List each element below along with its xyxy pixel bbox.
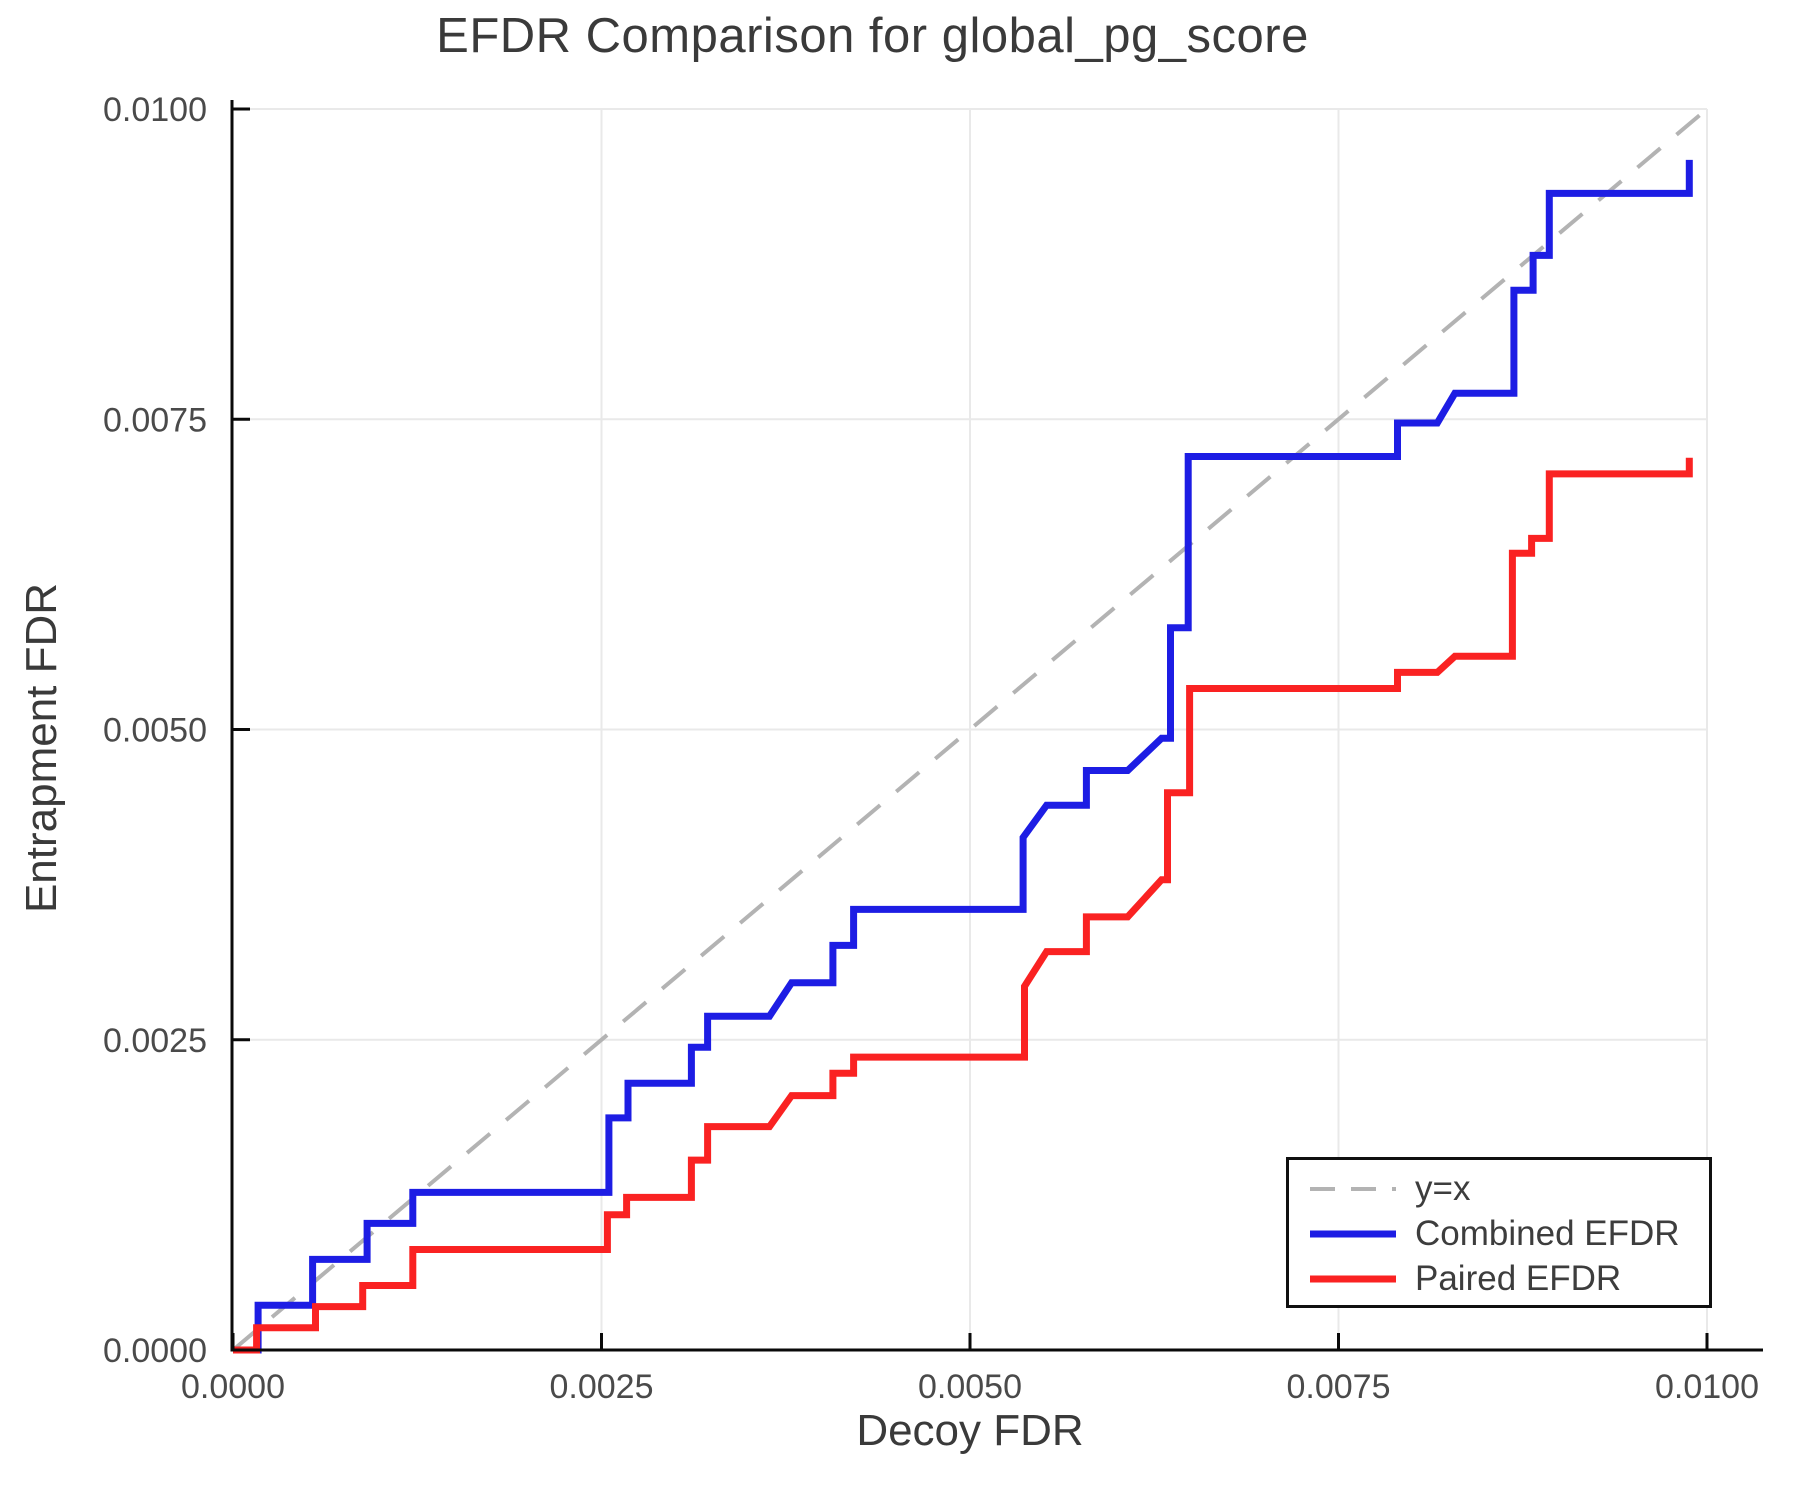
legend-label-yx: y=x — [1415, 1168, 1471, 1208]
y-tick-label: 0.0100 — [103, 91, 207, 129]
legend-dashed-line-icon — [1310, 1186, 1396, 1191]
legend-entry-paired-efdr: Paired EFDR — [1307, 1256, 1709, 1301]
series-line-paired-efdr — [233, 457, 1693, 1354]
legend-blue-line-icon — [1310, 1230, 1396, 1237]
y-tick-label: 0.0050 — [103, 712, 207, 750]
legend-label-paired-efdr: Paired EFDR — [1415, 1258, 1622, 1298]
x-tick-label: 0.0025 — [550, 1368, 654, 1406]
legend-red-line-icon — [1310, 1275, 1396, 1282]
x-axis-title: Decoy FDR — [856, 1406, 1084, 1455]
x-tick-label: 0.0100 — [1655, 1368, 1759, 1406]
chart-title: EFDR Comparison for global_pg_score — [436, 9, 1309, 63]
x-tick-label: 0.0075 — [1287, 1368, 1391, 1406]
series-line-y-x — [231, 107, 1709, 1352]
y-tick-label: 0.0025 — [103, 1022, 207, 1060]
y-tick-label: 0.0000 — [103, 1332, 207, 1370]
legend-label-combined-efdr: Combined EFDR — [1415, 1213, 1680, 1253]
series-line-combined-efdr — [233, 159, 1693, 1354]
x-tick-label: 0.0050 — [918, 1368, 1022, 1406]
legend-entry-combined-efdr: Combined EFDR — [1307, 1211, 1709, 1256]
legend: y=x Combined EFDR Paired EFDR — [1286, 1157, 1712, 1308]
legend-entry-yx: y=x — [1307, 1166, 1709, 1211]
y-tick-label: 0.0075 — [103, 401, 207, 439]
x-tick-label: 0.0000 — [181, 1368, 285, 1406]
